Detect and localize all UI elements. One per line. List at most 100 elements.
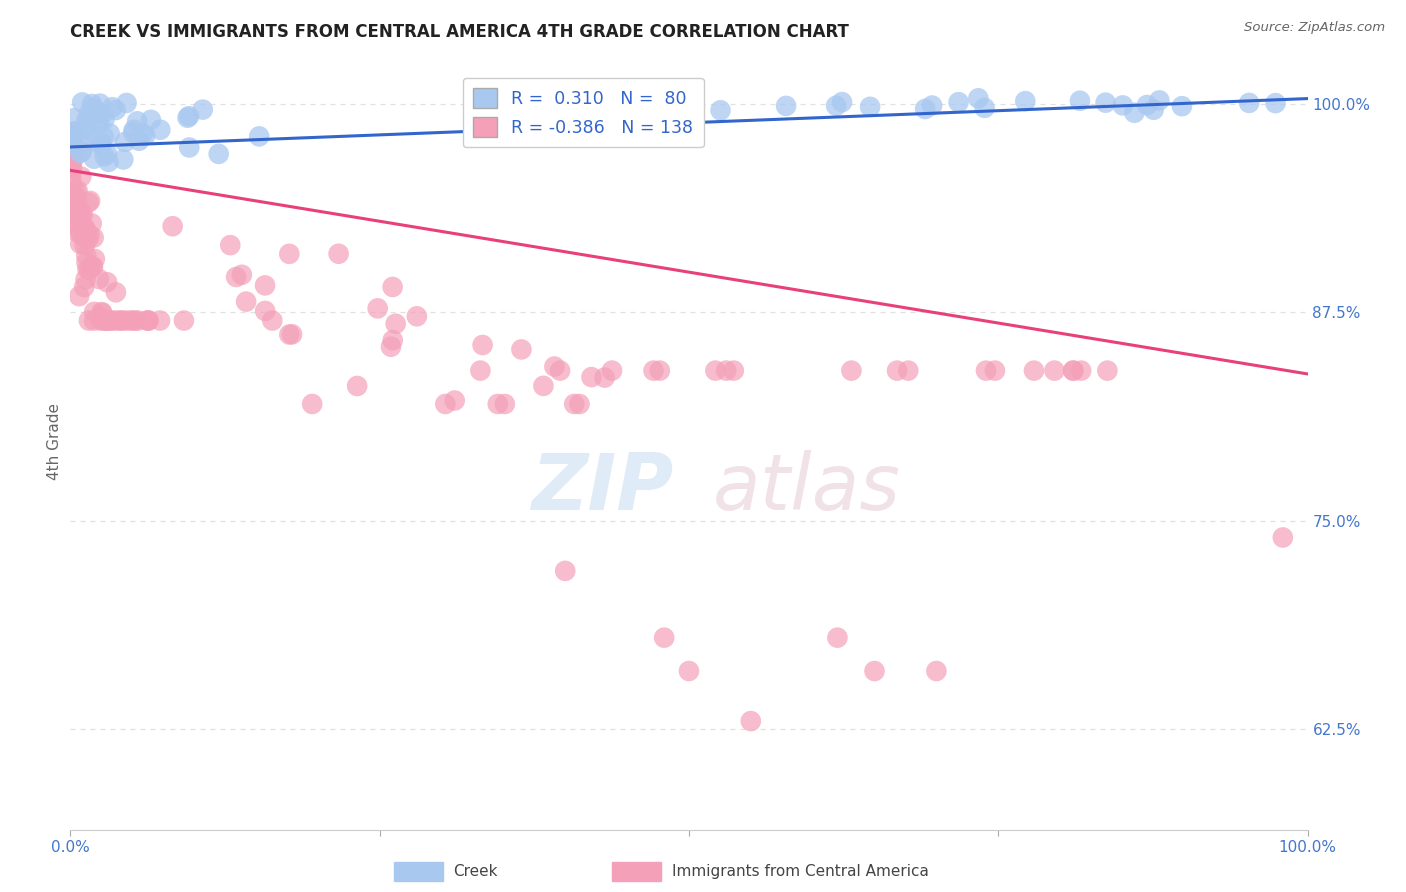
Point — [1123, 105, 1146, 120]
Point — [600, 363, 623, 377]
Point — [83, 230, 105, 244]
Point — [65, 219, 87, 233]
Point — [134, 128, 156, 143]
Point — [921, 98, 943, 112]
Point — [122, 122, 145, 136]
Legend: R =  0.310   N =  80, R = -0.386   N = 138: R = 0.310 N = 80, R = -0.386 N = 138 — [463, 78, 703, 147]
Point — [124, 313, 146, 327]
Point — [86, 105, 108, 120]
Point — [63, 187, 86, 202]
Point — [886, 363, 908, 377]
Point — [1062, 363, 1084, 377]
Point — [82, 128, 104, 142]
Point — [89, 96, 111, 111]
Point — [380, 340, 402, 354]
Point — [598, 95, 620, 109]
Point — [63, 124, 86, 138]
Point — [381, 333, 404, 347]
Point — [67, 289, 90, 303]
Point — [60, 159, 83, 173]
Point — [83, 305, 105, 319]
Point — [70, 169, 93, 184]
Point — [825, 99, 848, 113]
Point — [75, 255, 97, 269]
Point — [434, 397, 457, 411]
Point — [278, 247, 301, 261]
Point — [72, 207, 94, 221]
Point — [96, 146, 118, 161]
Point — [104, 103, 127, 117]
Point — [1171, 99, 1194, 113]
Point — [1112, 98, 1135, 112]
Point — [675, 93, 697, 107]
Point — [112, 153, 135, 167]
Point — [87, 116, 110, 130]
Point — [82, 105, 104, 120]
Point — [77, 313, 100, 327]
Point — [827, 631, 849, 645]
Point — [93, 313, 115, 327]
Point — [90, 305, 112, 319]
Point — [1097, 363, 1119, 377]
Point — [254, 278, 277, 293]
Point — [66, 208, 89, 222]
Point — [494, 397, 516, 411]
Point — [80, 217, 103, 231]
Point — [443, 393, 465, 408]
Point — [974, 363, 997, 377]
Point — [1237, 95, 1260, 110]
Point — [984, 363, 1007, 377]
Point — [593, 97, 616, 112]
Point — [93, 129, 115, 144]
Point — [60, 138, 83, 153]
Point — [62, 186, 84, 200]
Point — [231, 268, 253, 282]
Point — [90, 137, 112, 152]
Point — [831, 95, 853, 109]
Point — [278, 327, 301, 342]
Point — [384, 317, 406, 331]
Point — [62, 206, 84, 220]
Point — [83, 152, 105, 166]
Point — [859, 100, 882, 114]
Point — [136, 313, 159, 327]
Point — [83, 313, 105, 327]
Point — [863, 664, 886, 678]
Point — [149, 122, 172, 136]
Point — [1022, 363, 1045, 377]
Point — [72, 136, 94, 150]
Point — [531, 379, 554, 393]
Point — [73, 221, 96, 235]
Text: ZIP: ZIP — [531, 450, 673, 526]
Point — [69, 225, 91, 239]
Point — [149, 313, 172, 327]
Point — [118, 313, 141, 327]
Point — [1043, 363, 1066, 377]
Point — [121, 313, 143, 327]
Point — [98, 127, 121, 141]
Text: Immigrants from Central America: Immigrants from Central America — [672, 864, 929, 879]
Point — [548, 363, 571, 377]
Point — [1014, 94, 1036, 108]
Point — [103, 313, 125, 327]
Point — [60, 167, 83, 181]
Point — [63, 112, 86, 126]
Point — [62, 194, 84, 208]
Point — [127, 114, 149, 128]
Point — [77, 107, 100, 121]
Point — [97, 155, 120, 169]
Point — [70, 145, 93, 159]
Point — [122, 126, 145, 140]
Point — [254, 304, 277, 318]
Point — [60, 175, 83, 189]
Point — [69, 145, 91, 160]
Point — [225, 270, 247, 285]
Point — [90, 310, 112, 325]
Point — [648, 363, 671, 377]
Point — [138, 313, 160, 327]
Point — [643, 363, 665, 377]
Point — [66, 183, 89, 197]
Point — [100, 313, 122, 327]
Text: CREEK VS IMMIGRANTS FROM CENTRAL AMERICA 4TH GRADE CORRELATION CHART: CREEK VS IMMIGRANTS FROM CENTRAL AMERICA… — [70, 23, 849, 41]
Point — [139, 112, 162, 127]
